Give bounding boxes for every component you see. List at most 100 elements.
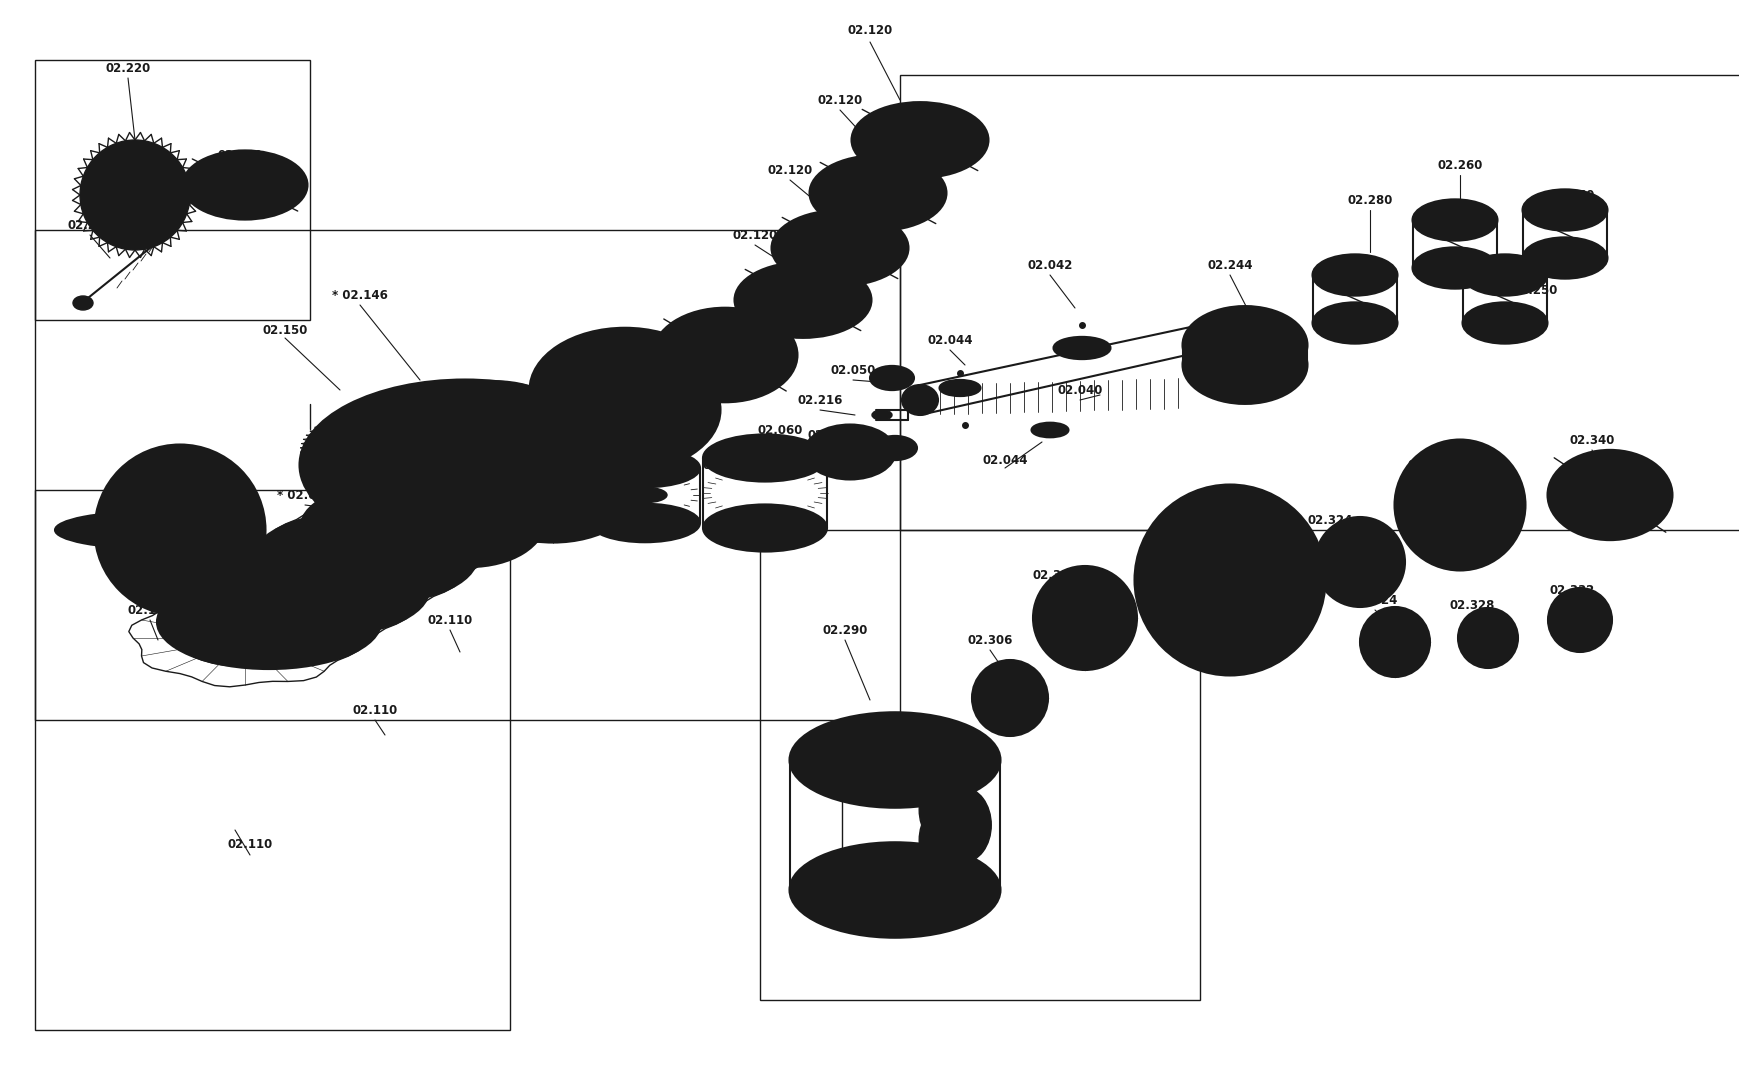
Ellipse shape (936, 788, 991, 862)
Circle shape (1216, 642, 1243, 671)
Ellipse shape (810, 155, 946, 230)
Ellipse shape (790, 843, 1000, 937)
Text: 02.120: 02.120 (847, 24, 892, 36)
Ellipse shape (1424, 254, 1483, 282)
Text: 02.042: 02.042 (1026, 259, 1071, 272)
Circle shape (224, 477, 249, 501)
Circle shape (1548, 588, 1610, 652)
Text: 02.090: 02.090 (442, 424, 487, 437)
Ellipse shape (755, 274, 850, 326)
Ellipse shape (1323, 308, 1384, 337)
Text: 02.070: 02.070 (588, 413, 633, 427)
Circle shape (1139, 566, 1167, 594)
Text: 02.250: 02.250 (1511, 284, 1556, 296)
Ellipse shape (443, 401, 546, 469)
Text: 02.134: 02.134 (623, 343, 668, 356)
Circle shape (1177, 500, 1205, 528)
Circle shape (1407, 526, 1426, 546)
Ellipse shape (530, 348, 720, 472)
Ellipse shape (177, 610, 313, 667)
Text: 02.332: 02.332 (1548, 583, 1593, 596)
Ellipse shape (157, 575, 381, 669)
Text: 02.306: 02.306 (967, 633, 1012, 646)
Ellipse shape (1548, 450, 1671, 539)
Ellipse shape (1063, 341, 1099, 355)
Ellipse shape (96, 508, 264, 551)
Text: 02.320: 02.320 (1191, 529, 1236, 541)
Circle shape (111, 477, 134, 501)
Circle shape (1492, 526, 1511, 546)
Text: 02.220: 02.220 (106, 61, 151, 75)
Ellipse shape (1183, 326, 1306, 403)
Ellipse shape (224, 578, 360, 635)
Circle shape (972, 660, 1047, 736)
Text: 02.074: 02.074 (508, 463, 553, 476)
Ellipse shape (395, 474, 544, 566)
Ellipse shape (183, 151, 306, 219)
Circle shape (1282, 605, 1309, 632)
Ellipse shape (409, 482, 530, 559)
Ellipse shape (316, 389, 612, 540)
Ellipse shape (918, 773, 974, 847)
Circle shape (1433, 445, 1452, 464)
Ellipse shape (870, 366, 913, 391)
Ellipse shape (1031, 423, 1068, 437)
Circle shape (1457, 608, 1516, 668)
Circle shape (1492, 464, 1511, 484)
Circle shape (1177, 632, 1205, 660)
Ellipse shape (125, 516, 235, 544)
Text: 02.324: 02.324 (1351, 594, 1396, 607)
Ellipse shape (297, 530, 433, 586)
Ellipse shape (590, 448, 699, 487)
Text: 02.328: 02.328 (1449, 598, 1494, 611)
Circle shape (96, 445, 264, 615)
Text: 02.120: 02.120 (767, 164, 812, 177)
Circle shape (238, 519, 261, 541)
Ellipse shape (790, 713, 1000, 807)
Ellipse shape (464, 433, 640, 542)
Ellipse shape (939, 381, 979, 396)
Text: 02.336: 02.336 (1407, 459, 1452, 472)
Circle shape (1372, 620, 1416, 664)
Ellipse shape (73, 296, 92, 310)
Ellipse shape (1569, 467, 1649, 524)
Circle shape (1254, 632, 1282, 660)
Ellipse shape (830, 167, 925, 219)
Circle shape (1315, 517, 1403, 607)
Circle shape (1054, 587, 1115, 648)
Circle shape (1172, 522, 1287, 638)
Text: 02.132: 02.132 (396, 424, 442, 437)
Circle shape (99, 519, 122, 541)
Circle shape (402, 434, 457, 490)
Ellipse shape (530, 328, 720, 452)
Text: 02.290: 02.290 (823, 624, 868, 637)
Ellipse shape (1313, 255, 1396, 295)
Ellipse shape (202, 594, 337, 651)
Text: 02.150: 02.150 (263, 323, 308, 336)
Text: 02.340: 02.340 (1569, 433, 1614, 446)
Ellipse shape (494, 452, 610, 524)
Circle shape (1216, 489, 1243, 518)
Circle shape (1360, 607, 1429, 677)
Ellipse shape (791, 221, 887, 274)
Circle shape (224, 560, 249, 582)
Ellipse shape (320, 514, 457, 570)
Circle shape (1558, 599, 1600, 641)
Ellipse shape (1186, 326, 1214, 350)
Circle shape (1254, 500, 1282, 528)
Circle shape (1466, 546, 1485, 565)
Text: * 02.092: * 02.092 (277, 489, 332, 502)
Ellipse shape (56, 511, 249, 549)
Ellipse shape (1534, 244, 1595, 273)
Text: 02.280: 02.280 (1346, 194, 1391, 207)
Text: 02.080: 02.080 (703, 459, 748, 472)
Ellipse shape (1313, 303, 1396, 343)
Ellipse shape (310, 404, 550, 495)
Ellipse shape (301, 479, 525, 574)
Ellipse shape (299, 380, 630, 550)
Ellipse shape (1522, 238, 1607, 278)
Ellipse shape (1183, 307, 1306, 383)
Text: 02.044: 02.044 (983, 454, 1028, 467)
Ellipse shape (205, 542, 430, 637)
Ellipse shape (652, 308, 796, 402)
